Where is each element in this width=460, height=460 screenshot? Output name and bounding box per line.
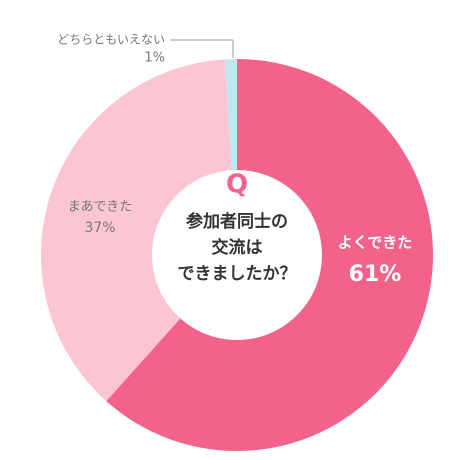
chart-title: 交流は	[212, 237, 263, 258]
category-label: まあできた	[68, 200, 133, 215]
center-label: Q	[226, 170, 248, 200]
donut-segment	[106, 59, 434, 451]
value-label: 1%	[144, 51, 165, 66]
chart-title: できましたか？	[178, 264, 297, 284]
donut-segment	[224, 59, 237, 171]
category-label: よくできた	[338, 234, 413, 252]
value-label: 37%	[84, 220, 115, 236]
category-label: どちらともいえない	[57, 33, 165, 47]
donut-segment	[41, 59, 232, 402]
value-label: 61%	[349, 262, 402, 287]
chart-title: 参加者同士の	[186, 211, 288, 232]
